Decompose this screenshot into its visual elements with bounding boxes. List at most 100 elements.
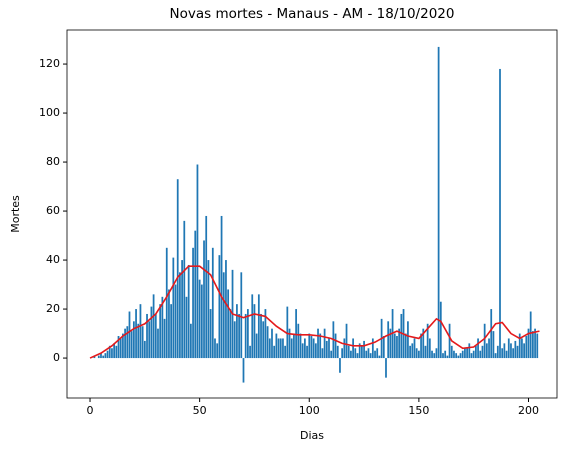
bar [303,338,306,359]
bar [284,345,287,359]
bar [505,350,508,359]
bar [277,338,280,359]
bar [483,323,486,359]
bar [336,345,339,359]
bar [499,68,501,359]
bar [306,345,308,359]
bar [529,311,532,359]
bar [525,336,528,359]
bar [115,345,118,359]
bar [464,348,466,359]
bar [220,215,223,359]
bar [352,338,354,359]
bar [374,350,376,359]
bar [518,333,521,359]
bar [431,350,433,359]
bar [450,345,453,359]
bar [249,345,251,359]
bar [496,345,499,359]
y-tick-label: 40 [46,253,60,266]
bar [282,338,284,359]
bar [317,328,319,359]
bar [288,328,291,359]
bar [488,338,490,359]
bar [398,328,401,359]
bar [299,333,302,359]
bar [242,358,245,383]
bar [196,164,199,359]
trend-line [89,265,540,359]
bar [510,343,512,359]
bar [207,260,210,359]
bar [507,338,510,359]
bar [273,345,276,359]
bar [356,353,359,359]
bar [378,355,381,359]
bar [286,306,289,359]
bar [108,345,111,359]
bar [104,353,107,359]
bar [490,309,493,359]
x-axis-label: Dias [300,429,324,442]
bar [143,340,146,359]
bar [455,353,458,359]
bar [457,355,460,359]
bar [97,355,100,359]
bar [139,304,142,359]
bar [126,326,129,359]
bar [187,264,190,359]
bar [157,328,159,359]
bar [227,289,230,359]
bar [367,348,370,359]
bar [189,323,192,359]
bar [236,304,238,359]
bar [514,340,517,359]
bar [290,338,293,359]
bar [442,353,444,359]
bar [534,328,536,359]
bar [165,247,168,359]
bar [501,348,504,359]
bar [448,323,451,359]
bar [152,294,155,359]
bar [225,260,227,359]
y-axis-label: Mortes [9,195,22,233]
bar [343,338,346,359]
bar [323,328,326,359]
bar [174,284,177,359]
bar [255,333,258,359]
bar [218,255,221,359]
bar [385,358,387,378]
bar [238,313,240,359]
bar [523,343,525,359]
bar [418,350,420,359]
bar [183,220,186,359]
y-tick-label: 120 [39,57,60,70]
bar [181,260,183,359]
bar [135,309,137,359]
bar [297,323,300,359]
bar [268,338,271,359]
bar [251,294,254,359]
bar [185,296,188,359]
bar [328,338,330,359]
bar [363,340,365,359]
bar [260,313,262,359]
bar [466,348,468,359]
bar [233,321,236,359]
bar [209,309,212,359]
bar [146,313,148,359]
bar [479,350,482,359]
bar [365,350,368,359]
bar [492,331,495,359]
bar [521,338,523,359]
bar [308,333,311,359]
bar [424,345,427,359]
bar [198,279,201,359]
bar [426,323,429,359]
bar [422,328,425,359]
bar [257,294,260,359]
bar [132,321,135,359]
bar [262,321,265,359]
bar [404,333,407,359]
